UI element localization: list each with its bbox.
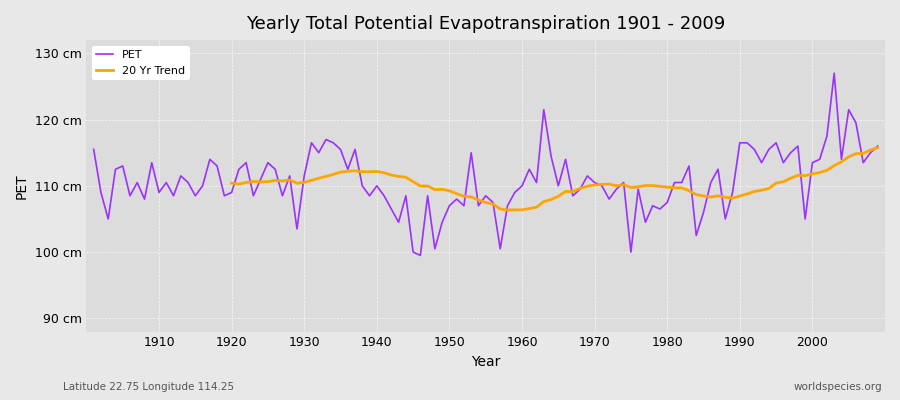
Y-axis label: PET: PET: [15, 173, 29, 199]
PET: [306, 140, 317, 145]
X-axis label: Year: Year: [471, 355, 500, 369]
20 Yr Trend: [850, 151, 861, 156]
20 Yr Trend: [502, 208, 513, 212]
PET: [349, 147, 360, 152]
PET: [88, 147, 99, 152]
Legend: PET, 20 Yr Trend: PET, 20 Yr Trend: [92, 46, 190, 80]
20 Yr Trend: [422, 184, 433, 188]
PET: [829, 71, 840, 76]
20 Yr Trend: [684, 188, 695, 193]
Text: Latitude 22.75 Longitude 114.25: Latitude 22.75 Longitude 114.25: [63, 382, 234, 392]
20 Yr Trend: [313, 176, 324, 181]
Line: PET: PET: [94, 73, 878, 256]
20 Yr Trend: [226, 181, 237, 186]
Text: worldspecies.org: worldspecies.org: [794, 382, 882, 392]
PET: [147, 160, 158, 165]
PET: [524, 167, 535, 172]
Line: 20 Yr Trend: 20 Yr Trend: [231, 148, 878, 210]
PET: [872, 144, 883, 148]
20 Yr Trend: [770, 181, 781, 186]
20 Yr Trend: [872, 145, 883, 150]
Title: Yearly Total Potential Evapotranspiration 1901 - 2009: Yearly Total Potential Evapotranspiratio…: [246, 15, 725, 33]
PET: [611, 187, 622, 192]
PET: [517, 184, 527, 188]
PET: [415, 253, 426, 258]
20 Yr Trend: [785, 176, 796, 181]
